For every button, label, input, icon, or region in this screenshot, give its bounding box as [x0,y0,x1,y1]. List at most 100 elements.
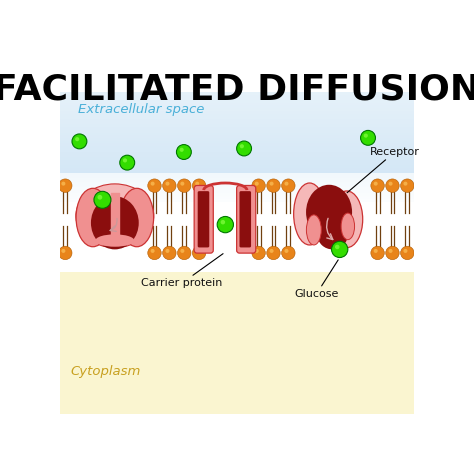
Circle shape [58,179,72,192]
Circle shape [151,249,155,253]
Polygon shape [60,184,414,186]
Circle shape [61,182,65,186]
Circle shape [284,182,289,186]
Circle shape [270,182,273,186]
Circle shape [151,182,155,186]
Polygon shape [60,92,414,94]
Circle shape [177,246,191,260]
Polygon shape [60,94,414,97]
Circle shape [364,134,368,138]
Polygon shape [60,135,414,138]
Circle shape [252,179,265,192]
Polygon shape [60,186,414,187]
Ellipse shape [306,215,321,245]
Circle shape [240,144,244,148]
Circle shape [331,241,348,257]
Polygon shape [60,141,414,144]
Circle shape [72,134,87,149]
FancyBboxPatch shape [194,185,213,253]
Ellipse shape [91,196,139,249]
Polygon shape [60,100,414,103]
Polygon shape [60,197,414,199]
Polygon shape [60,175,414,176]
Circle shape [386,246,399,260]
Ellipse shape [341,213,355,240]
Polygon shape [60,105,414,108]
Circle shape [374,182,378,186]
Circle shape [335,245,339,249]
Polygon shape [60,130,414,133]
Circle shape [403,249,408,253]
Polygon shape [60,273,414,414]
Circle shape [94,191,111,208]
Circle shape [192,246,206,260]
FancyBboxPatch shape [239,191,251,247]
Ellipse shape [331,191,363,247]
Circle shape [180,182,184,186]
Polygon shape [60,180,414,182]
Circle shape [120,155,135,170]
Polygon shape [60,157,414,160]
Polygon shape [60,193,414,194]
Polygon shape [60,103,414,105]
Circle shape [267,246,280,260]
Polygon shape [60,133,414,135]
Circle shape [180,249,184,253]
Circle shape [61,249,65,253]
Polygon shape [60,154,414,157]
Circle shape [282,246,295,260]
Circle shape [220,220,225,225]
Circle shape [401,179,414,192]
Circle shape [389,249,392,253]
Polygon shape [60,183,414,184]
Polygon shape [60,190,414,191]
Polygon shape [60,173,414,175]
Circle shape [123,158,127,163]
Text: FACILITATED DIFFUSION: FACILITATED DIFFUSION [0,73,474,106]
Ellipse shape [318,221,347,249]
Circle shape [371,246,384,260]
Circle shape [361,130,375,146]
Polygon shape [60,152,414,154]
FancyBboxPatch shape [237,185,256,253]
Text: Carrier protein: Carrier protein [141,254,223,288]
Ellipse shape [95,234,134,247]
Polygon shape [60,124,414,127]
Polygon shape [60,97,414,100]
Polygon shape [60,168,414,171]
Circle shape [374,249,378,253]
Ellipse shape [306,185,352,240]
Polygon shape [60,146,414,149]
Polygon shape [60,163,414,165]
Circle shape [176,145,191,159]
Circle shape [163,179,176,192]
Circle shape [180,148,184,152]
Polygon shape [60,116,414,119]
Circle shape [403,182,408,186]
Polygon shape [60,182,414,183]
Circle shape [195,249,199,253]
Polygon shape [60,122,414,124]
Polygon shape [60,171,414,173]
Text: Glucose: Glucose [294,260,339,299]
Polygon shape [60,199,414,200]
Circle shape [270,249,273,253]
Text: Cytoplasm: Cytoplasm [71,365,141,378]
Circle shape [237,141,252,156]
Circle shape [148,179,161,192]
Circle shape [284,249,289,253]
Polygon shape [60,144,414,146]
Polygon shape [60,111,414,114]
Circle shape [58,246,72,260]
Ellipse shape [120,188,154,247]
Polygon shape [60,138,414,141]
Polygon shape [60,108,414,111]
Circle shape [98,195,102,200]
Ellipse shape [294,183,326,245]
Circle shape [371,179,384,192]
Circle shape [165,249,170,253]
Text: Extracellular space: Extracellular space [78,103,204,116]
Polygon shape [60,191,414,193]
Polygon shape [60,160,414,163]
Polygon shape [60,179,414,180]
